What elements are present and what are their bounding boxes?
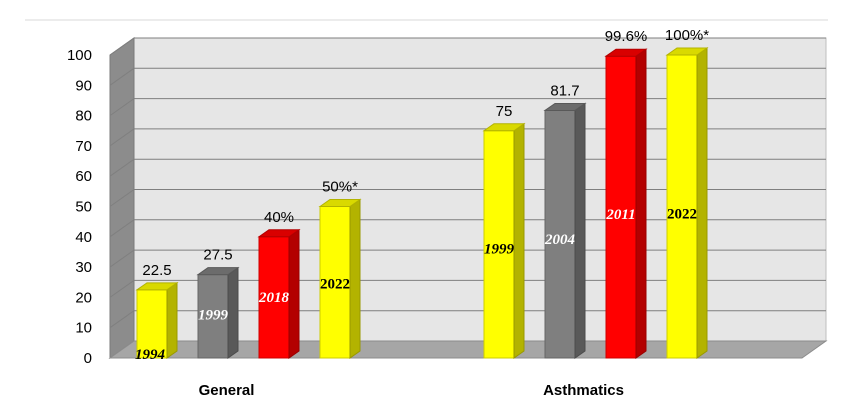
category-label: Asthmatics	[543, 382, 624, 399]
gridline	[109, 189, 826, 207]
bar-side	[288, 228, 300, 359]
bar-side	[227, 266, 239, 359]
y-axis: 0 10 20 30 40 50 60 70 80 90 100	[67, 47, 92, 367]
gridline	[109, 98, 826, 117]
y-tick-label: 80	[75, 108, 92, 125]
bar-top	[318, 199, 362, 207]
data-label: 100%*	[665, 27, 709, 44]
bar	[482, 122, 526, 359]
bar-year-label: 2022	[667, 207, 697, 223]
data-label: 81.7	[550, 82, 579, 99]
y-tick-label: 60	[75, 168, 92, 185]
bar-year-label: 2011	[605, 207, 635, 223]
data-label: 75	[496, 103, 513, 120]
bar-side	[513, 122, 525, 359]
y-tick-label: 20	[75, 289, 92, 306]
gridline	[109, 310, 826, 329]
gridline	[109, 249, 826, 268]
bars: 22.5 1994 27.5 1999 40% 2018 50%* 2022 75 1999 81.…	[135, 27, 709, 363]
category-label: General	[199, 382, 255, 399]
y-tick-label: 50	[75, 199, 92, 216]
y-tick-label: 100	[67, 47, 92, 64]
bar-side	[574, 102, 586, 359]
gridline	[109, 158, 826, 177]
data-label: 40%	[264, 209, 294, 226]
bar-top	[543, 102, 587, 111]
bar-front	[197, 274, 229, 359]
gridlines	[109, 37, 826, 329]
bar-front	[319, 206, 351, 359]
gridline	[109, 219, 826, 238]
y-tick-label: 70	[75, 138, 92, 155]
bar-side	[166, 281, 178, 359]
bar-top	[196, 267, 240, 276]
data-label: 50%*	[322, 179, 358, 196]
bar-top	[604, 48, 648, 57]
bar-top	[482, 123, 526, 132]
gridline	[109, 67, 826, 86]
y-tick-label: 10	[75, 320, 92, 337]
bar	[543, 102, 587, 359]
category-labels: General Asthmatics	[199, 382, 624, 399]
bar-top	[135, 282, 179, 291]
data-label: 27.5	[203, 247, 232, 264]
bar-year-label: 1999	[198, 308, 229, 324]
y-tick-label: 90	[75, 77, 92, 94]
bar-side	[696, 47, 708, 359]
bar	[318, 198, 362, 359]
y-tick-label: 0	[84, 350, 92, 367]
bar-year-label: 1999	[484, 241, 515, 257]
y-tick-label: 40	[75, 229, 92, 246]
data-label: 99.6%	[605, 28, 648, 45]
y-tick-label: 30	[75, 259, 92, 276]
bar-side	[349, 198, 361, 359]
data-label: 22.5	[142, 262, 171, 279]
bar	[196, 266, 240, 359]
bar	[135, 281, 179, 359]
bar-top	[665, 47, 709, 56]
gridline	[109, 128, 826, 147]
bar-top	[257, 229, 301, 238]
gridline	[109, 279, 826, 298]
gridline	[109, 37, 826, 56]
bar	[257, 228, 301, 359]
bar-year-label: 1994	[135, 347, 166, 363]
bar-year-label: 2004	[544, 232, 576, 248]
bar-year-label: 2022	[320, 276, 350, 292]
bar-year-label: 2018	[258, 290, 290, 306]
bar	[665, 47, 709, 359]
bar-side	[635, 48, 647, 359]
bar	[604, 48, 648, 359]
bar-front	[258, 236, 290, 359]
